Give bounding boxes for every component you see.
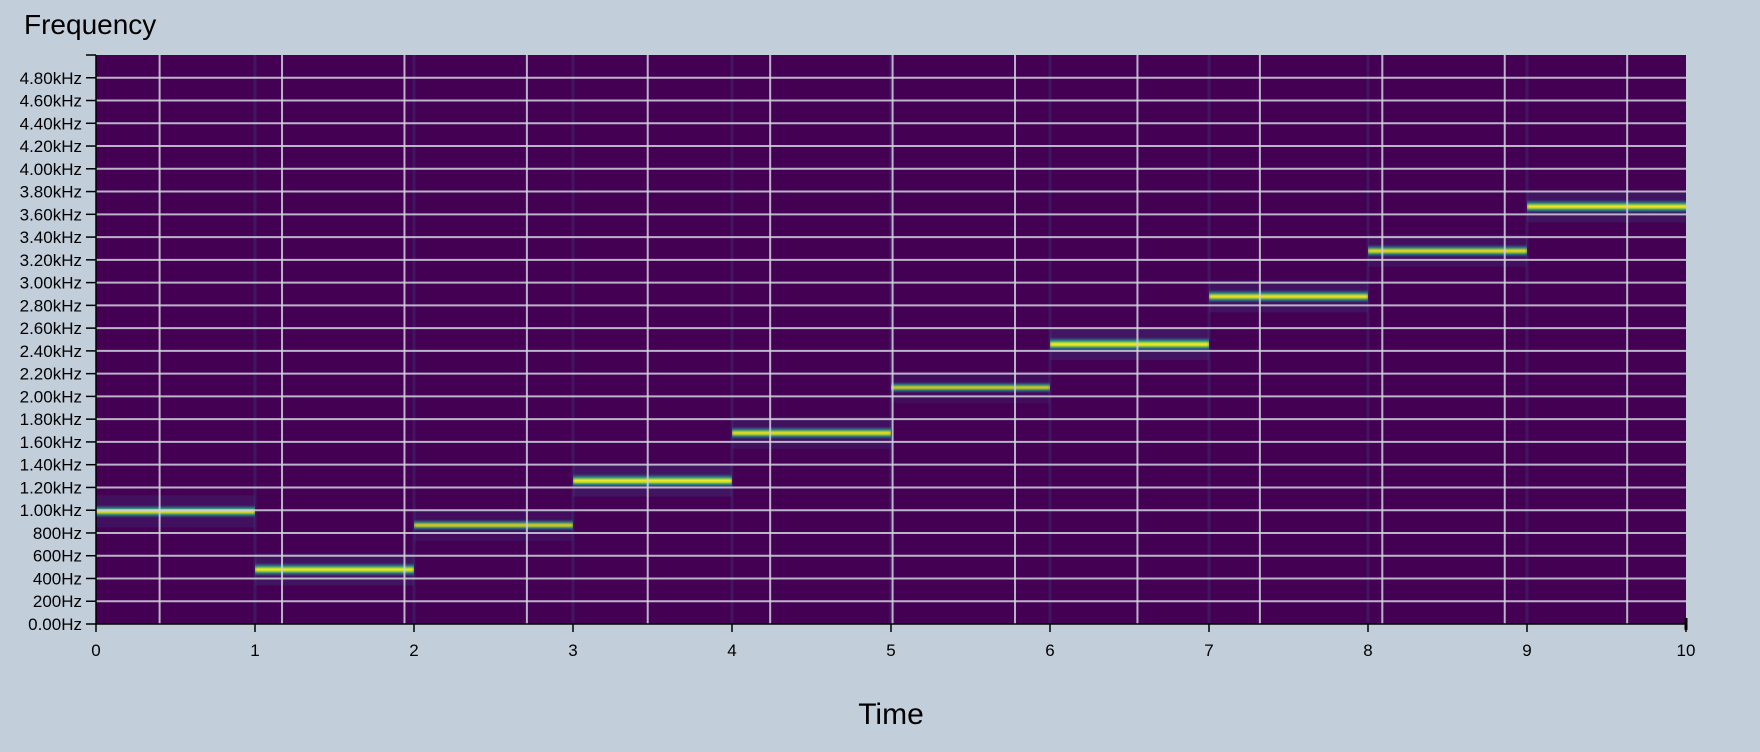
tone-transient-6 bbox=[889, 55, 893, 624]
y-tick-label: 3.20kHz bbox=[20, 251, 82, 270]
x-tick-label: 2 bbox=[409, 641, 418, 660]
x-tick-label: 4 bbox=[727, 641, 736, 660]
x-tick-label: 10 bbox=[1677, 641, 1696, 660]
tone-band-5 bbox=[732, 426, 891, 440]
x-tick-label: 8 bbox=[1363, 641, 1372, 660]
x-tick-label: 5 bbox=[886, 641, 895, 660]
x-tick-label: 6 bbox=[1045, 641, 1054, 660]
y-tick-label: 1.40kHz bbox=[20, 456, 82, 475]
y-tick-label: 1.20kHz bbox=[20, 478, 82, 497]
x-tick-label: 1 bbox=[250, 641, 259, 660]
y-tick-label: 0.00Hz bbox=[28, 615, 82, 634]
tone-band-4 bbox=[573, 473, 732, 488]
y-tick-label: 200Hz bbox=[33, 592, 82, 611]
tone-band-3 bbox=[414, 519, 573, 531]
tone-transient-4 bbox=[571, 55, 575, 624]
y-tick-label: 3.60kHz bbox=[20, 205, 82, 224]
tone-band-9 bbox=[1368, 244, 1527, 258]
x-tick-label: 0 bbox=[91, 641, 100, 660]
x-tick-label: 9 bbox=[1522, 641, 1531, 660]
y-tick-label: 1.60kHz bbox=[20, 433, 82, 452]
y-tick-label: 4.60kHz bbox=[20, 92, 82, 111]
x-tick-label: 7 bbox=[1204, 641, 1213, 660]
y-tick-label: 2.20kHz bbox=[20, 365, 82, 384]
tone-band-8 bbox=[1209, 289, 1368, 303]
y-tick-label: 4.00kHz bbox=[20, 160, 82, 179]
y-tick-label: 4.40kHz bbox=[20, 114, 82, 133]
tone-band-2 bbox=[255, 562, 414, 577]
tone-band-7 bbox=[1050, 337, 1209, 352]
tone-band-1 bbox=[96, 504, 255, 518]
x-axis-label: Time bbox=[858, 698, 924, 731]
y-tick-label: 2.00kHz bbox=[20, 387, 82, 406]
tone-transient-3 bbox=[412, 55, 416, 624]
y-axis-label: Frequency bbox=[24, 9, 156, 40]
y-tick-label: 2.40kHz bbox=[20, 342, 82, 361]
plot-area bbox=[96, 55, 1686, 624]
y-tick-label: 1.00kHz bbox=[20, 501, 82, 520]
y-tick-label: 4.20kHz bbox=[20, 137, 82, 156]
tone-transient-10 bbox=[1525, 55, 1529, 624]
y-tick-label: 800Hz bbox=[33, 524, 82, 543]
y-tick-label: 3.80kHz bbox=[20, 183, 82, 202]
tone-transient-5 bbox=[730, 55, 734, 624]
tone-band-10 bbox=[1527, 199, 1686, 214]
y-tick-label: 3.00kHz bbox=[20, 274, 82, 293]
y-tick-label: 1.80kHz bbox=[20, 410, 82, 429]
tone-transient-7 bbox=[1048, 55, 1052, 624]
tone-transient-2 bbox=[253, 55, 257, 624]
tone-transient-8 bbox=[1207, 55, 1211, 624]
y-tick-label: 400Hz bbox=[33, 569, 82, 588]
x-tick-label: 3 bbox=[568, 641, 577, 660]
tone-transient-9 bbox=[1366, 55, 1370, 624]
y-tick-label: 3.40kHz bbox=[20, 228, 82, 247]
y-tick-label: 600Hz bbox=[33, 547, 82, 566]
y-tick-label: 2.80kHz bbox=[20, 296, 82, 315]
y-tick-label: 4.80kHz bbox=[20, 69, 82, 88]
y-tick-label: 2.60kHz bbox=[20, 319, 82, 338]
tone-band-6 bbox=[891, 381, 1050, 394]
